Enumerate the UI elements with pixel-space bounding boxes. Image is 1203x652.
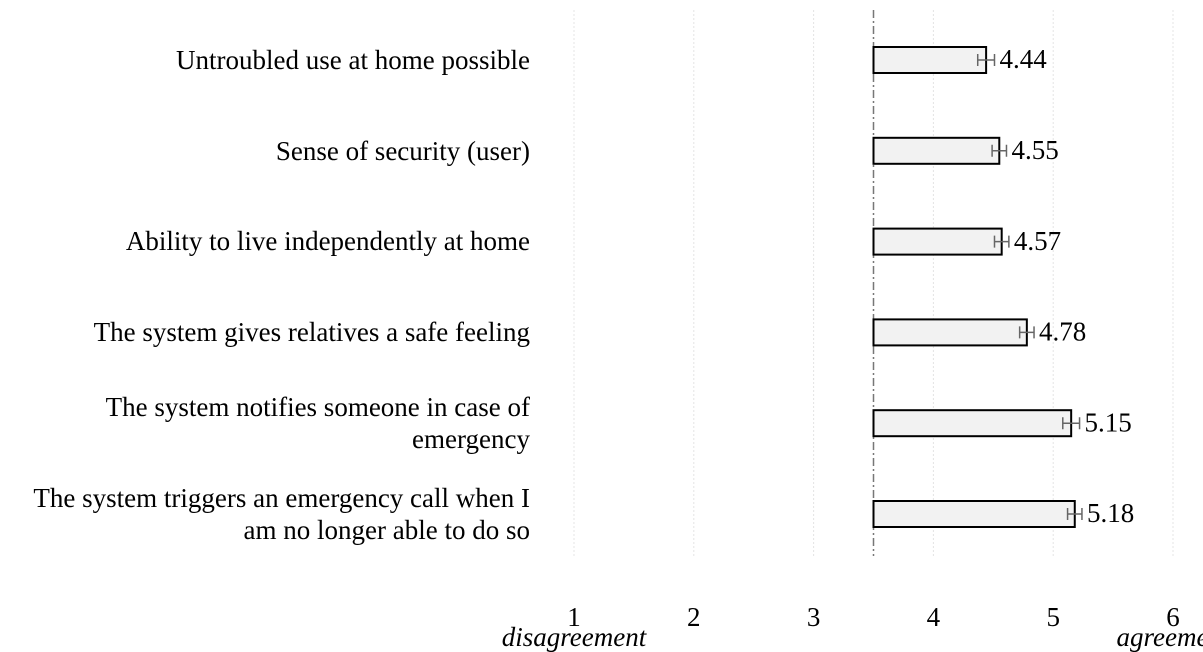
category-label: The system triggers an emergency call wh… <box>33 482 530 545</box>
x-label-high: agreement <box>1117 622 1203 652</box>
error-bar <box>1062 417 1081 430</box>
x-tick-label: 1 <box>567 602 581 632</box>
category-label: The system notifies someone in case of e… <box>105 391 530 455</box>
value-label: 4.78 <box>1039 317 1086 347</box>
bar <box>872 227 1003 256</box>
value-label: 5.15 <box>1085 407 1132 437</box>
x-label-low: disagreement <box>502 622 648 652</box>
x-tick-label: 5 <box>1046 602 1060 632</box>
value-label: 5.18 <box>1087 498 1134 528</box>
bar <box>872 409 1073 438</box>
category-label: Sense of security (user) <box>275 135 530 166</box>
error-bar <box>991 144 1008 157</box>
error-bar <box>976 54 996 66</box>
category-label: The system gives relatives a safe feelin… <box>93 317 530 348</box>
x-tick-label: 6 <box>1166 602 1180 632</box>
bar <box>872 318 1028 347</box>
value-label: 4.55 <box>1011 135 1058 165</box>
bar <box>872 46 988 74</box>
category-label: Untroubled use at home possible <box>176 44 530 75</box>
value-label: 4.57 <box>1014 226 1061 256</box>
x-tick-label: 3 <box>807 602 821 632</box>
category-label: Ability to live independently at home <box>125 226 530 257</box>
error-bar <box>1018 326 1035 339</box>
bar <box>872 136 1001 165</box>
error-bar <box>1066 508 1083 520</box>
value-label: 4.44 <box>999 44 1047 74</box>
bar <box>872 500 1076 528</box>
x-tick-label: 4 <box>927 602 941 632</box>
error-bar <box>993 235 1010 248</box>
x-tick-label: 2 <box>687 602 701 632</box>
